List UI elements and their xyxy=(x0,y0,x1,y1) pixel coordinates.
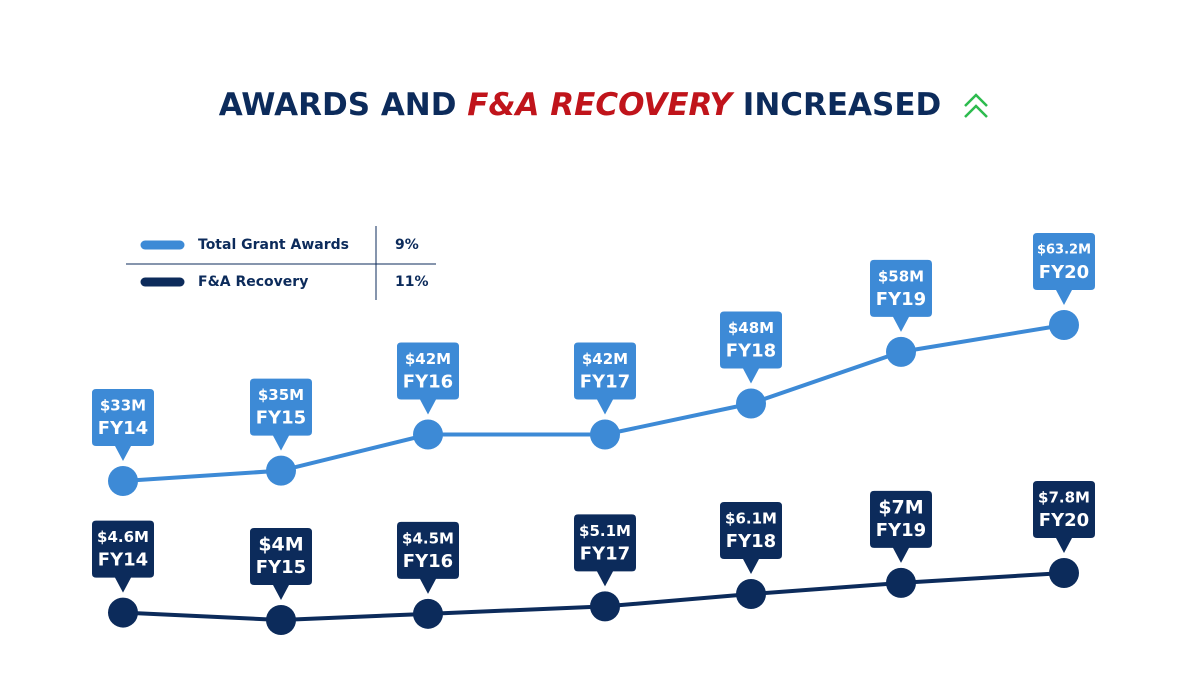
title-part: INCREASED xyxy=(743,87,942,123)
point xyxy=(413,419,443,450)
data-label: $42M xyxy=(582,350,628,368)
category-label: FY16 xyxy=(403,372,453,393)
category-label: FY20 xyxy=(1039,510,1089,531)
data-label: $7.8M xyxy=(1038,489,1090,507)
point xyxy=(590,591,620,622)
legend-label: Total Grant Awards xyxy=(198,237,349,253)
data-label: $7M xyxy=(878,496,923,518)
data-label: $5.1M xyxy=(579,522,631,540)
data-label: $63.2M xyxy=(1037,243,1091,258)
legend-change: 9% xyxy=(395,237,419,253)
category-label: FY15 xyxy=(256,557,306,578)
point xyxy=(736,388,766,419)
point xyxy=(266,605,296,635)
category-label: FY20 xyxy=(1039,262,1089,283)
title-part: AWARDS AND xyxy=(219,87,457,123)
data-label: $42M xyxy=(405,350,451,368)
point xyxy=(886,336,916,367)
callout xyxy=(92,389,154,461)
point xyxy=(266,455,296,486)
category-label: FY16 xyxy=(403,551,453,572)
point xyxy=(413,598,443,629)
callout xyxy=(250,378,312,451)
callout xyxy=(397,521,459,594)
chart-title: AWARDS AND F&A RECOVERY INCREASED xyxy=(219,87,942,123)
legend-change: 11% xyxy=(395,274,429,290)
callout xyxy=(250,528,312,600)
point xyxy=(886,567,916,598)
data-label: $6.1M xyxy=(725,510,777,528)
point xyxy=(108,466,138,496)
data-label: $48M xyxy=(728,319,774,337)
title-highlight: F&A RECOVERY xyxy=(467,87,735,123)
callout xyxy=(720,311,782,384)
callout xyxy=(870,490,932,563)
category-label: FY14 xyxy=(98,418,148,439)
callout xyxy=(92,520,154,593)
category-label: FY19 xyxy=(876,520,926,541)
data-label: $4M xyxy=(258,534,303,556)
legend-label: F&A Recovery xyxy=(198,274,308,290)
point xyxy=(590,419,620,450)
callout xyxy=(574,342,636,415)
point xyxy=(1049,558,1079,588)
category-label: FY14 xyxy=(98,550,148,571)
category-label: FY18 xyxy=(726,531,776,552)
data-label: $35M xyxy=(258,386,304,404)
callout xyxy=(1033,233,1095,305)
callout xyxy=(574,514,636,587)
data-label: $58M xyxy=(878,267,924,285)
callout xyxy=(1033,481,1095,553)
callout xyxy=(397,342,459,415)
point xyxy=(1049,310,1079,340)
data-label: $4.5M xyxy=(402,529,454,547)
point xyxy=(736,579,766,610)
category-label: FY17 xyxy=(580,372,630,393)
callout xyxy=(720,502,782,575)
category-label: FY15 xyxy=(256,408,306,429)
callout xyxy=(870,259,932,332)
category-label: FY17 xyxy=(580,543,630,564)
data-label: $33M xyxy=(100,397,146,415)
category-label: FY19 xyxy=(876,289,926,310)
category-label: FY18 xyxy=(726,341,776,362)
data-label: $4.6M xyxy=(97,528,149,546)
up-icon xyxy=(964,93,988,118)
point xyxy=(108,597,138,628)
